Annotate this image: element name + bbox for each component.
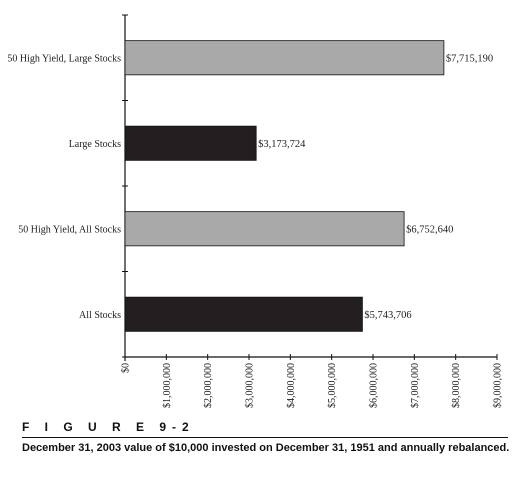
category-label: 50 High Yield, Large Stocks (7, 53, 121, 64)
data-label: $7,715,190 (446, 53, 493, 64)
x-tick-label: $1,000,000 (162, 363, 173, 408)
x-tick-label: $9,000,000 (493, 363, 504, 408)
data-label: $3,173,724 (258, 139, 306, 150)
x-tick-label: $6,000,000 (369, 363, 380, 408)
x-tick-label: $3,000,000 (245, 363, 256, 408)
data-label: $5,743,706 (364, 310, 411, 321)
x-tick-label: $0 (121, 363, 132, 373)
category-label: All Stocks (79, 310, 121, 321)
bar (124, 40, 445, 76)
x-tick-label: $2,000,000 (203, 363, 214, 408)
bar (124, 296, 363, 332)
category-label: Large Stocks (69, 139, 121, 150)
x-tick-label: $7,000,000 (410, 363, 421, 408)
x-tick-label: $8,000,000 (451, 363, 462, 408)
bar (124, 125, 257, 161)
figure-rule (22, 437, 508, 438)
figure-label: F I G U R E 9-2 (22, 420, 195, 434)
x-tick-label: $5,000,000 (327, 363, 338, 408)
bar (124, 211, 405, 247)
category-label: 50 High Yield, All Stocks (18, 224, 121, 235)
data-label: $6,752,640 (406, 224, 453, 235)
figure-caption: December 31, 2003 value of $10,000 inves… (22, 442, 510, 454)
x-tick-label: $4,000,000 (286, 363, 297, 408)
